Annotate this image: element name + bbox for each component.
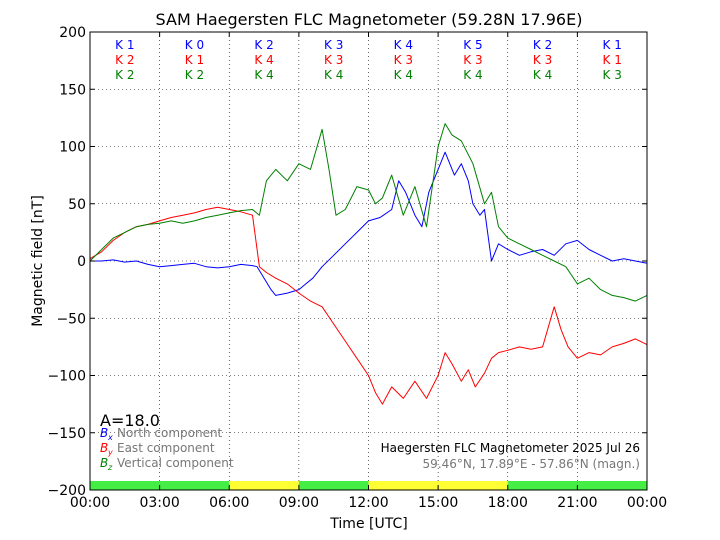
k-index-label: K 3 bbox=[603, 68, 622, 82]
k-index-label: K 3 bbox=[463, 53, 482, 67]
k-index-label: K 4 bbox=[533, 68, 552, 82]
legend-subscript: z bbox=[107, 463, 113, 472]
k-index-label: K 3 bbox=[394, 53, 413, 67]
k-index-label: K 0 bbox=[185, 38, 204, 52]
y-tick-label: −50 bbox=[56, 311, 86, 327]
legend-symbol: B bbox=[100, 426, 108, 440]
y-tick-label: 0 bbox=[77, 254, 86, 270]
legend-symbol: B bbox=[100, 456, 108, 470]
x-tick-label: 00:00 bbox=[70, 495, 110, 511]
k-index-label: K 2 bbox=[115, 68, 134, 82]
y-tick-label: 100 bbox=[59, 140, 86, 156]
series-line bbox=[90, 151, 648, 296]
a-index-label: A=18.0 bbox=[100, 411, 160, 430]
x-tick-label: 21:00 bbox=[557, 495, 597, 511]
legend-subscript: y bbox=[107, 448, 113, 457]
legend-text: North component bbox=[117, 426, 223, 440]
y-axis-label: Magnetic field [nT] bbox=[30, 195, 46, 327]
x-axis-label: Time [UTC] bbox=[329, 516, 407, 532]
info-line-2: 59.46°N, 17.89°E - 57.86°N (magn.) bbox=[423, 457, 640, 471]
x-tick-label: 15:00 bbox=[418, 495, 458, 511]
x-tick-label: 18:00 bbox=[488, 495, 528, 511]
k-index-label: K 3 bbox=[324, 53, 343, 67]
legend-text: Vertical component bbox=[117, 456, 234, 470]
k-index-label: K 4 bbox=[463, 68, 482, 82]
info-line-1: Haegersten FLC Magnetometer 2025 Jul 26 bbox=[381, 441, 640, 455]
legend-text: East component bbox=[117, 441, 215, 455]
x-tick-label: 12:00 bbox=[348, 495, 388, 511]
k-index-label: K 1 bbox=[185, 53, 204, 67]
axis-ticks: 00:00 03:00 06:00 09:00 12:00 15:00 18:00 21:00… bbox=[48, 25, 668, 511]
series-lines bbox=[89, 123, 648, 405]
k-index-label: K 2 bbox=[115, 53, 134, 67]
x-tick-label: 00:00 bbox=[627, 495, 667, 511]
k-index-label: K 1 bbox=[603, 53, 622, 67]
y-tick-label: 50 bbox=[68, 197, 86, 213]
k-index-label: K 2 bbox=[254, 38, 273, 52]
k-index-label: K 3 bbox=[533, 53, 552, 67]
series-line bbox=[89, 206, 648, 405]
k-index-label: K 4 bbox=[254, 68, 273, 82]
k-index-label: K 5 bbox=[463, 38, 482, 52]
y-tick-label: −150 bbox=[48, 426, 86, 442]
activity-segment bbox=[229, 481, 299, 490]
legend-subscript: x bbox=[107, 433, 113, 442]
chart-title: SAM Haegersten FLC Magnetometer (59.28N … bbox=[156, 10, 583, 29]
x-tick-label: 03:00 bbox=[139, 495, 179, 511]
y-tick-label: −200 bbox=[48, 483, 86, 499]
legend-symbol: B bbox=[100, 441, 108, 455]
k-index-label: K 4 bbox=[394, 68, 413, 82]
k-index-label: K 4 bbox=[254, 53, 273, 67]
x-tick-label: 09:00 bbox=[279, 495, 319, 511]
k-index-label: K 2 bbox=[185, 68, 204, 82]
y-tick-label: 200 bbox=[59, 25, 86, 41]
y-tick-label: 150 bbox=[59, 82, 86, 98]
k-index-label: K 4 bbox=[394, 38, 413, 52]
k-index-label: K 2 bbox=[533, 38, 552, 52]
k-index-label: K 1 bbox=[115, 38, 134, 52]
y-tick-label: −100 bbox=[48, 369, 86, 385]
k-index-label: K 3 bbox=[324, 38, 343, 52]
activity-segment bbox=[298, 481, 369, 490]
series-line bbox=[89, 123, 648, 302]
k-index-label: K 1 bbox=[603, 38, 622, 52]
k-index-label: K 4 bbox=[324, 68, 343, 82]
x-tick-label: 06:00 bbox=[209, 495, 249, 511]
